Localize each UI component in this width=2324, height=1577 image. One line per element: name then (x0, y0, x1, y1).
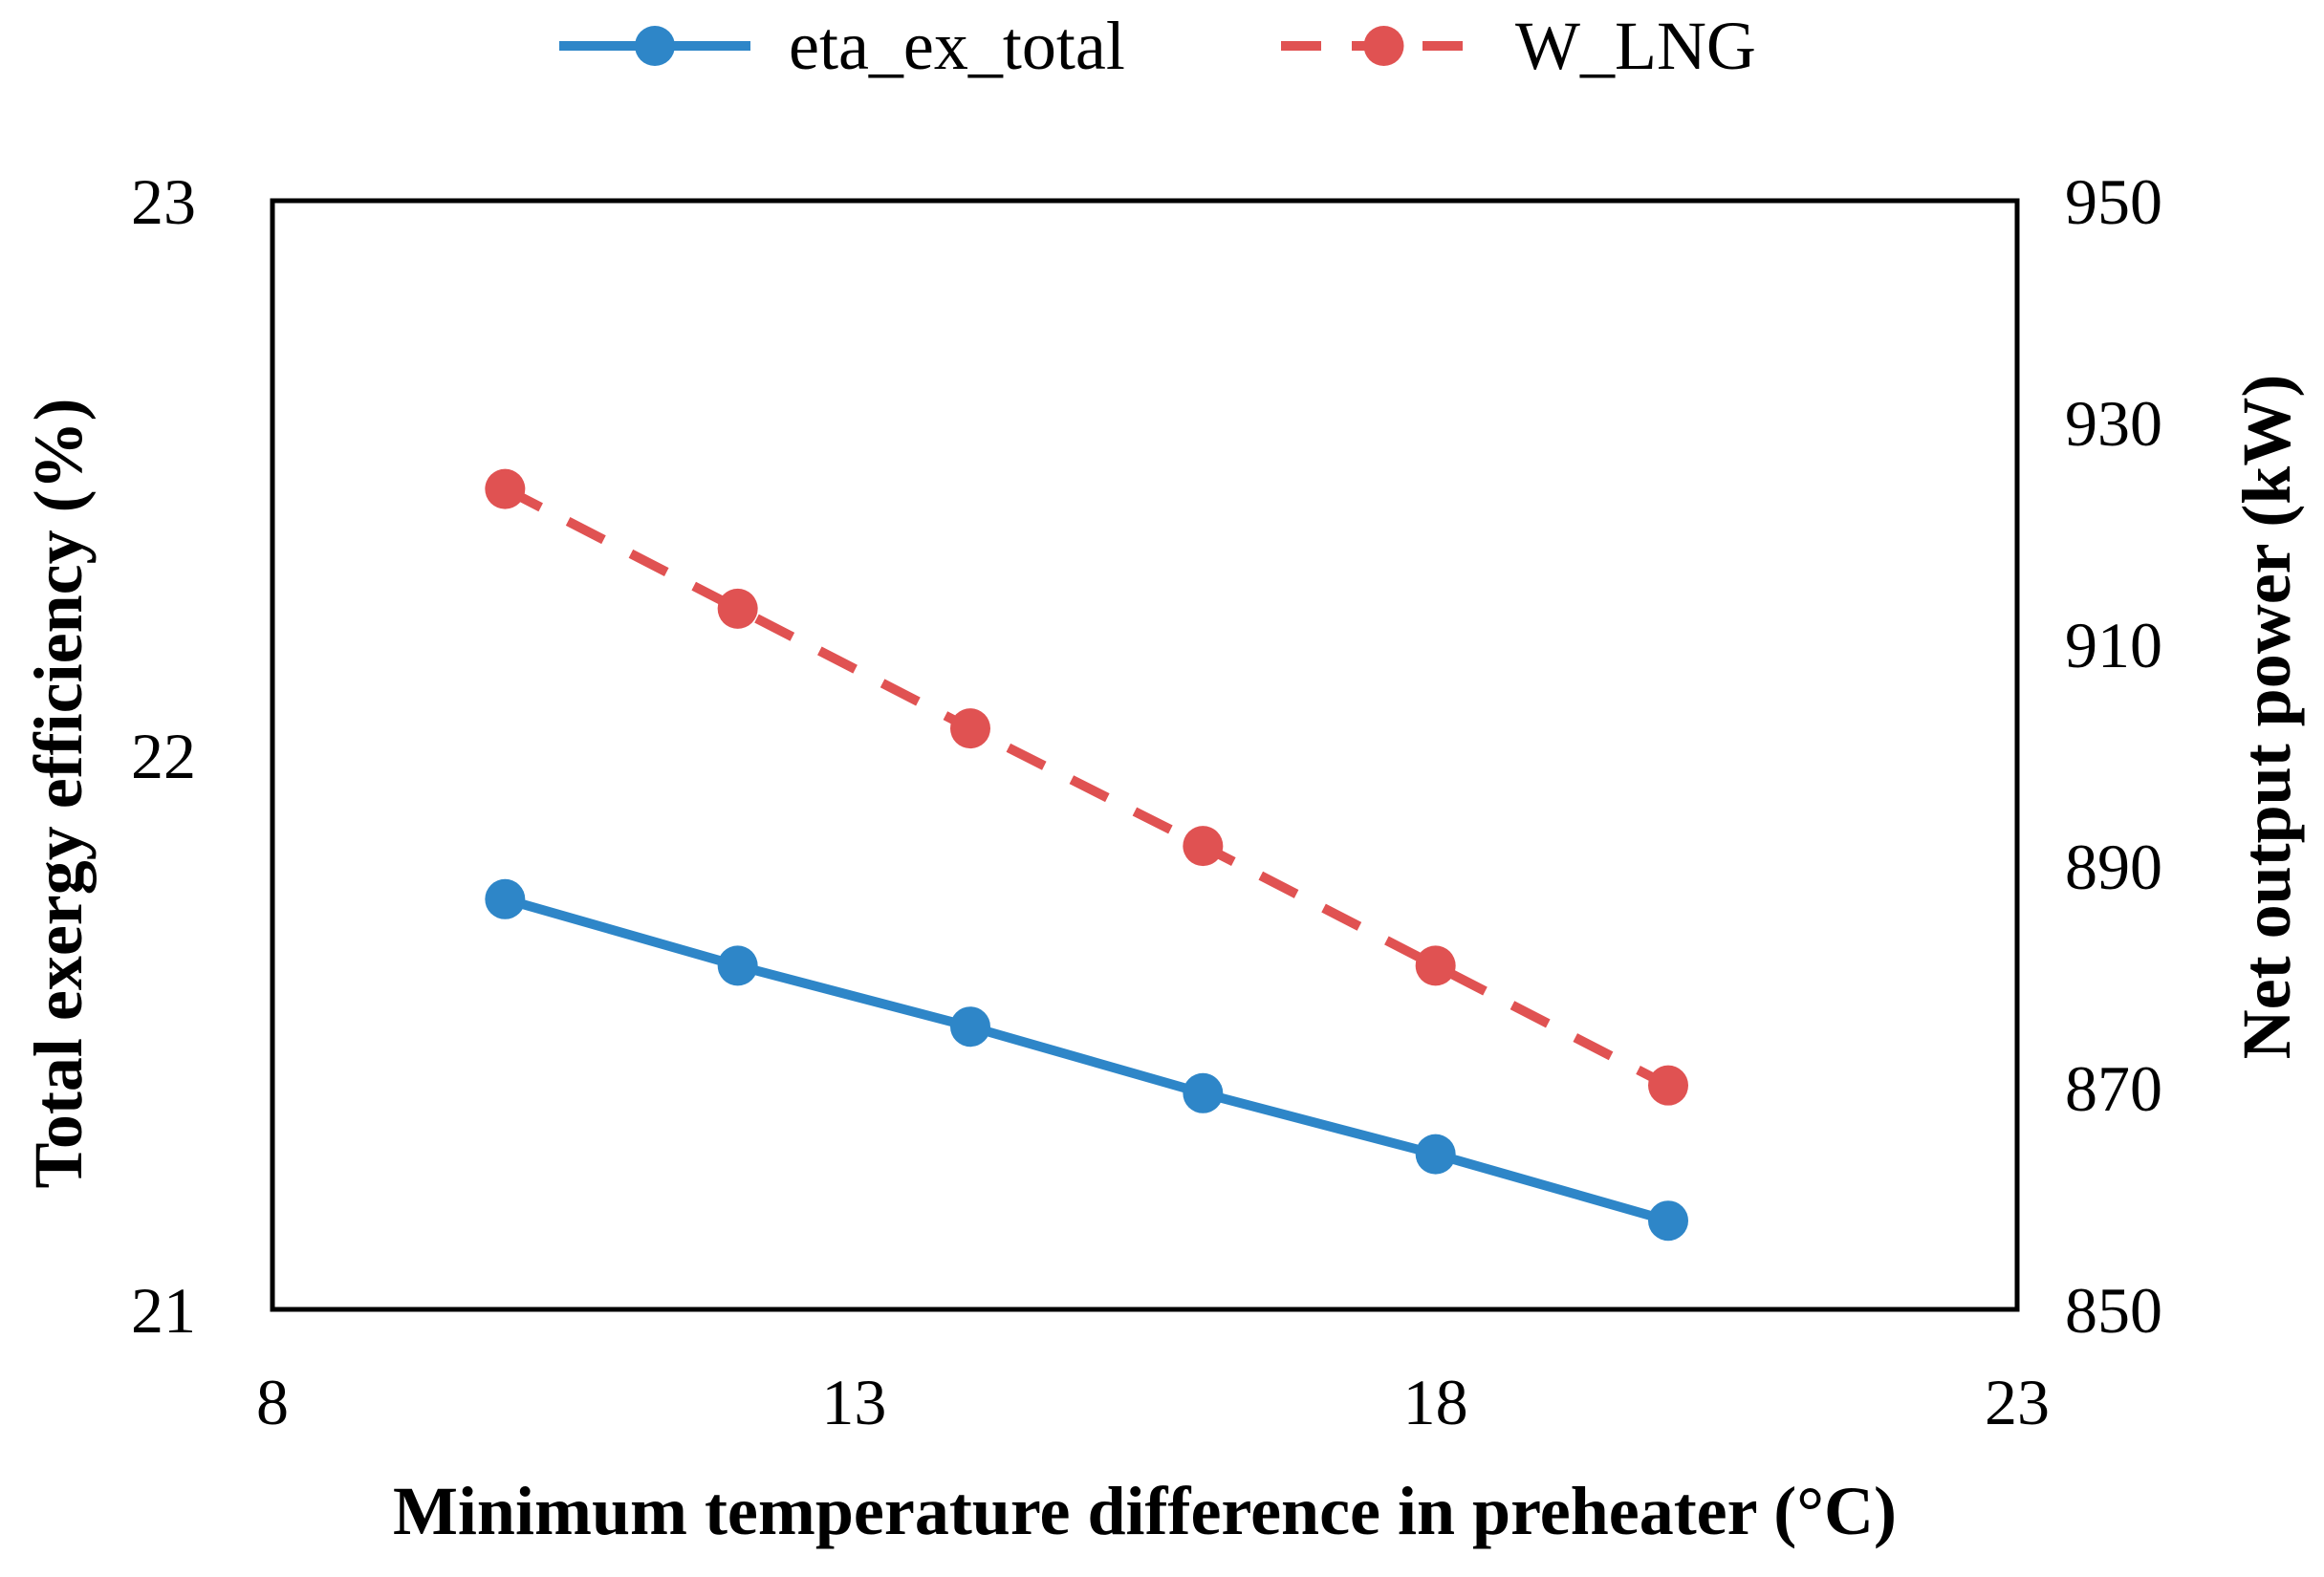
legend-item-eta-ex-total: eta_ex_total (559, 8, 1125, 84)
y-left-tick-label: 23 (131, 165, 196, 238)
data-point (950, 708, 990, 749)
data-point (1648, 1200, 1688, 1242)
legend-marker (1363, 26, 1404, 66)
series-eta-ex-total (485, 878, 1688, 1242)
legend-label: W_LNG (1515, 8, 1756, 84)
legend: eta_ex_total W_LNG (559, 8, 1756, 84)
legend-label: eta_ex_total (789, 8, 1125, 84)
series-line (503, 894, 1670, 1226)
y-right-tick-label: 890 (2065, 831, 2162, 903)
y-left-tick-label: 21 (131, 1274, 196, 1347)
plot-area-frame (270, 198, 2020, 1312)
y-right-axis-ticks: 850 870 890 910 930 950 (2065, 165, 2162, 1347)
data-point (1415, 1134, 1456, 1175)
y-left-axis-ticks: 21 22 23 (131, 165, 196, 1347)
y-left-axis-title: Total exergy efficiency (%) (20, 398, 97, 1188)
data-point (1183, 826, 1224, 867)
data-point (950, 1006, 990, 1048)
x-tick-label: 13 (821, 1366, 886, 1438)
x-tick-label: 8 (256, 1366, 289, 1438)
data-point (1183, 1072, 1224, 1113)
data-point (1648, 1065, 1688, 1106)
data-point (717, 588, 758, 629)
y-right-tick-label: 930 (2065, 387, 2162, 460)
data-point (485, 468, 526, 509)
data-point (485, 878, 526, 919)
y-left-tick-label: 22 (131, 720, 196, 792)
x-axis-title: Minimum temperature difference in prehea… (393, 1473, 1897, 1549)
series-line (503, 485, 1671, 1091)
y-right-axis-title: Net output power (kW) (2228, 375, 2305, 1060)
series-layer (485, 468, 1688, 1242)
y-right-tick-label: 910 (2065, 609, 2162, 681)
data-point (717, 945, 758, 986)
x-tick-label: 18 (1403, 1366, 1468, 1438)
y-right-tick-label: 870 (2065, 1052, 2162, 1125)
legend-marker (635, 26, 675, 66)
legend-item-w-lng: W_LNG (1281, 8, 1756, 84)
y-right-tick-label: 950 (2065, 165, 2162, 238)
x-tick-label: 23 (1985, 1366, 2050, 1438)
series-w-lng (485, 468, 1688, 1106)
x-axis-ticks: 8 13 18 23 (256, 1366, 2050, 1438)
data-point (1415, 945, 1456, 986)
y-right-tick-label: 850 (2065, 1274, 2162, 1347)
